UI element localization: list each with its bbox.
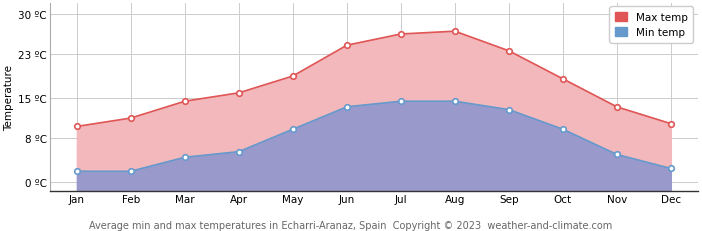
Legend: Max temp, Min temp: Max temp, Min temp: [609, 7, 693, 43]
Text: Average min and max temperatures in Echarri-Aranaz, Spain  Copyright © 2023  wea: Average min and max temperatures in Echa…: [89, 220, 613, 230]
Y-axis label: Temperature: Temperature: [4, 65, 14, 131]
